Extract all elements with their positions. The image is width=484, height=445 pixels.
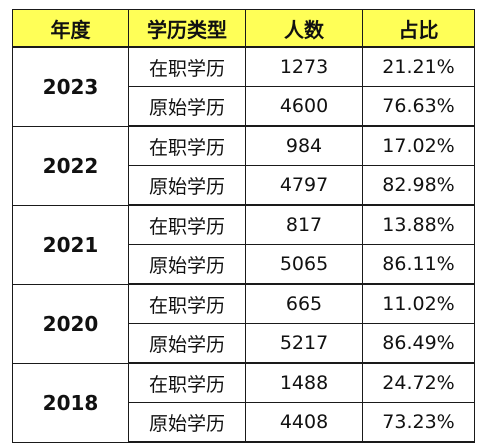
type-cell: 在职学历 <box>128 125 246 166</box>
ratio-cell: 86.49% <box>362 323 475 364</box>
table-row: 2021 在职学历 817 13.88% <box>12 204 475 285</box>
ratio-cell: 76.63% <box>362 86 475 127</box>
count-cell: 817 <box>245 204 363 245</box>
ratio-cell: 11.02% <box>362 283 475 324</box>
table-row: 2023 在职学历 1273 21.21% <box>12 46 475 127</box>
count-cell: 5217 <box>245 323 363 364</box>
type-cell: 原始学历 <box>128 402 246 443</box>
ratio-cell: 17.02% <box>362 125 475 166</box>
count-cell: 4408 <box>245 402 363 443</box>
count-cell: 1488 <box>245 362 363 403</box>
ratio-cell: 24.72% <box>362 362 475 403</box>
header-count: 人数 <box>245 9 363 48</box>
type-cell: 在职学历 <box>128 46 246 87</box>
table-row: 2018 在职学历 1488 24.72% <box>12 362 475 443</box>
table-row: 2020 在职学历 665 11.02% <box>12 283 475 364</box>
type-cell: 原始学历 <box>128 165 246 206</box>
header-type: 学历类型 <box>128 9 246 48</box>
type-cell: 在职学历 <box>128 204 246 245</box>
header-row: 年度 学历类型 人数 占比 <box>12 9 475 48</box>
count-cell: 984 <box>245 125 363 166</box>
year-cell: 2022 <box>12 125 129 206</box>
table-row: 原始学历 5217 86.49% <box>13 323 475 364</box>
type-cell: 在职学历 <box>128 283 246 324</box>
year-cell: 2018 <box>12 362 129 443</box>
year-cell: 2021 <box>12 204 129 285</box>
header-year: 年度 <box>12 9 129 48</box>
count-cell: 4797 <box>245 165 363 206</box>
table-row: 原始学历 4408 73.23% <box>13 402 475 443</box>
year-cell: 2020 <box>12 283 129 364</box>
table-row: 原始学历 5065 86.11% <box>13 244 475 285</box>
table-row: 2022 在职学历 984 17.02% <box>12 125 475 206</box>
type-cell: 原始学历 <box>128 244 246 285</box>
count-cell: 4600 <box>245 86 363 127</box>
ratio-cell: 21.21% <box>362 46 475 87</box>
type-cell: 原始学历 <box>128 323 246 364</box>
ratio-cell: 73.23% <box>362 402 475 443</box>
header-ratio: 占比 <box>362 9 475 48</box>
ratio-cell: 13.88% <box>362 204 475 245</box>
table-row: 原始学历 4797 82.98% <box>13 165 475 206</box>
table-row: 原始学历 4600 76.63% <box>13 86 475 127</box>
ratio-cell: 86.11% <box>362 244 475 285</box>
education-stats-table: 年度 学历类型 人数 占比 2023 在职学历 1273 21.21% 原始学历… <box>12 9 475 443</box>
type-cell: 在职学历 <box>128 362 246 403</box>
type-cell: 原始学历 <box>128 86 246 127</box>
ratio-cell: 82.98% <box>362 165 475 206</box>
count-cell: 1273 <box>245 46 363 87</box>
count-cell: 665 <box>245 283 363 324</box>
year-cell: 2023 <box>12 46 129 127</box>
count-cell: 5065 <box>245 244 363 285</box>
